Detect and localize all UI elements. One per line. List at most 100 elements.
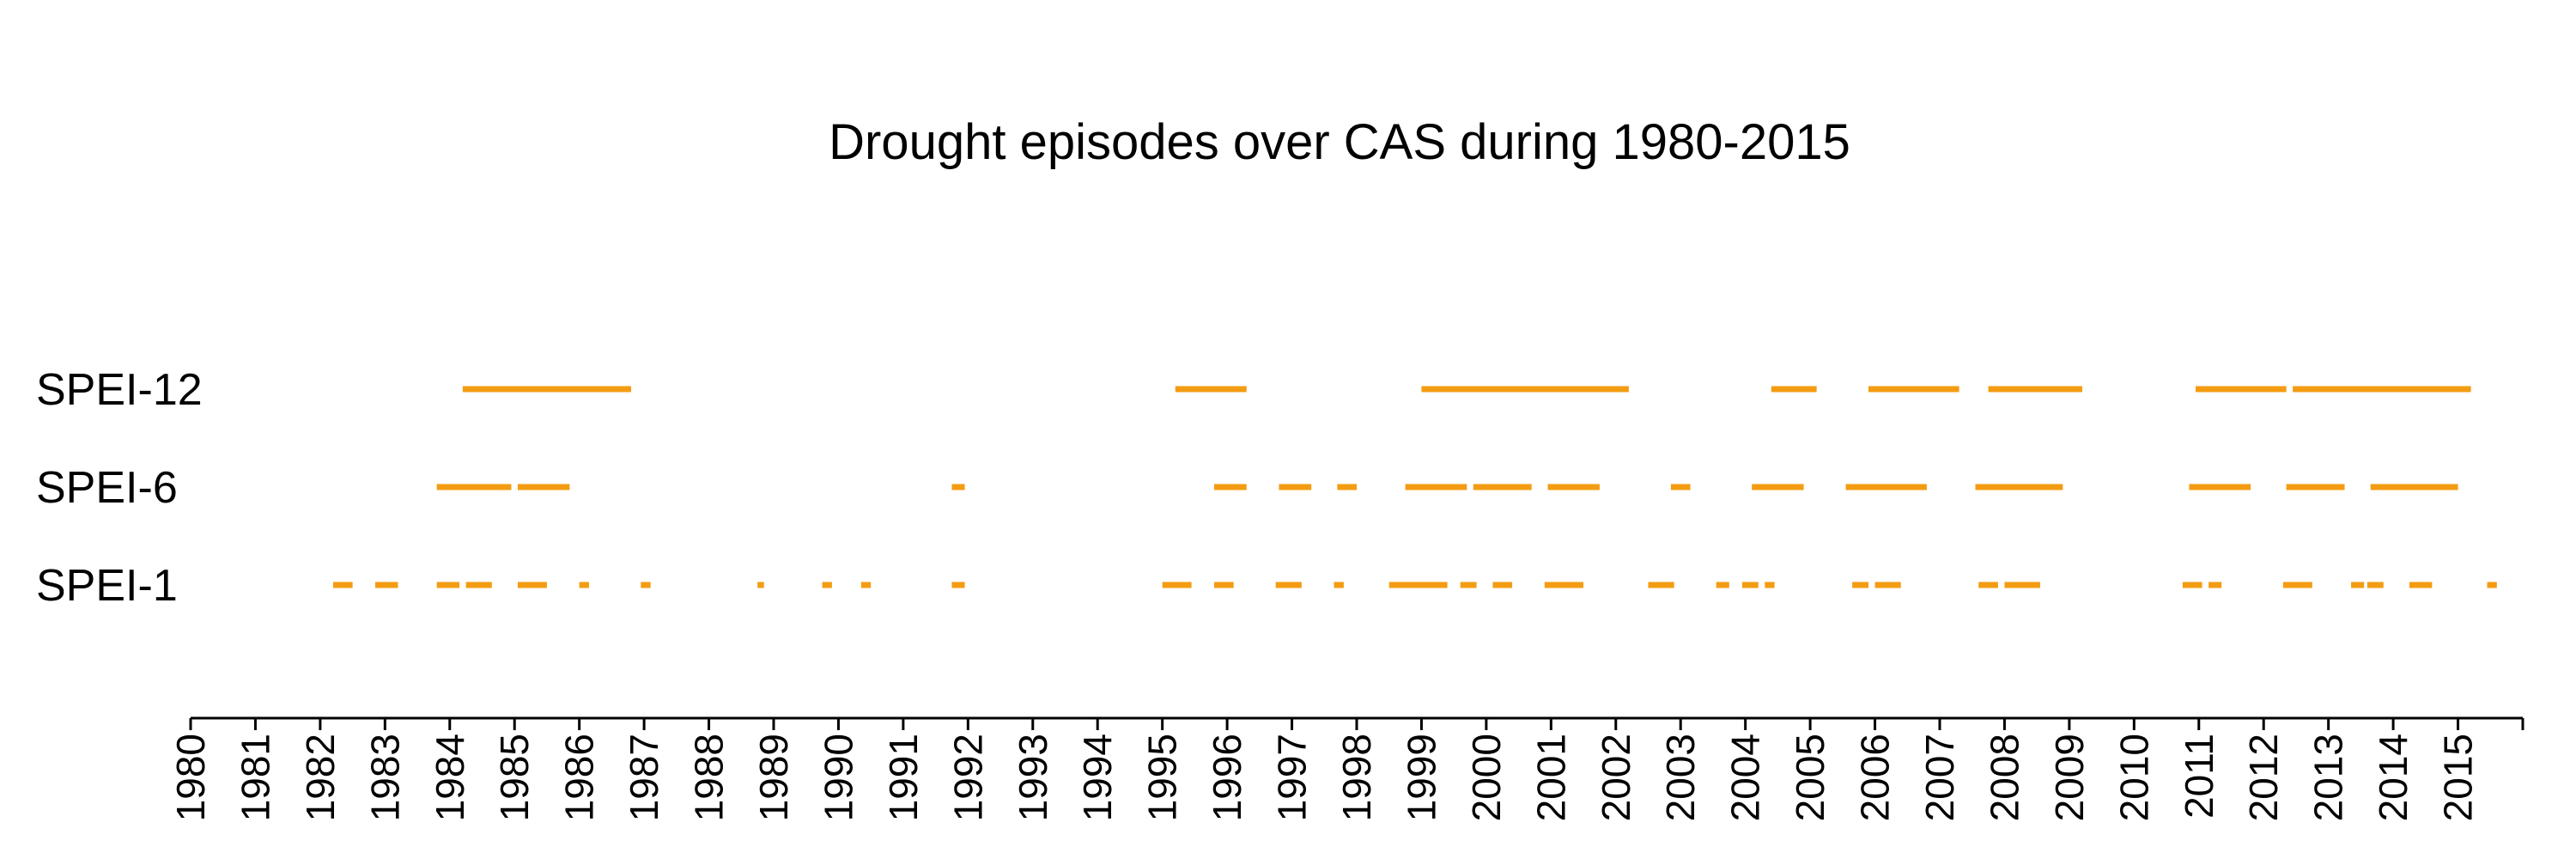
x-tick-label-1989: 1989 xyxy=(751,734,796,821)
episode-bar-spei-6-9 xyxy=(1670,484,1691,490)
episode-bar-spei-6-8 xyxy=(1547,484,1600,490)
episode-bar-spei-1-8 xyxy=(822,582,832,588)
episode-bar-spei-6-3 xyxy=(1214,484,1247,490)
episode-bar-spei-1-28 xyxy=(2208,582,2222,588)
episode-bar-spei-12-7 xyxy=(2293,386,2471,393)
episode-bar-spei-1-0 xyxy=(332,582,353,588)
episode-bar-spei-1-2 xyxy=(436,582,460,588)
episode-bar-spei-1-17 xyxy=(1492,582,1513,588)
x-tick-label-2014: 2014 xyxy=(2371,734,2415,821)
episode-bar-spei-1-18 xyxy=(1544,582,1584,588)
episode-bar-spei-1-29 xyxy=(2282,582,2312,588)
episode-bar-spei-6-13 xyxy=(2189,484,2251,490)
x-tick-label-1996: 1996 xyxy=(1205,734,1249,821)
x-tick-label-2003: 2003 xyxy=(1658,734,1703,821)
episode-bar-spei-6-7 xyxy=(1473,484,1532,490)
x-tick-label-1982: 1982 xyxy=(298,734,343,821)
episode-bar-spei-12-5 xyxy=(1988,386,2082,393)
x-tick-label-2013: 2013 xyxy=(2306,734,2351,821)
episode-bar-spei-1-13 xyxy=(1275,582,1302,588)
episode-bar-spei-1-20 xyxy=(1716,582,1729,588)
x-tick-label-1983: 1983 xyxy=(362,734,407,821)
x-tick-label-2010: 2010 xyxy=(2111,734,2156,821)
x-tick-label-2002: 2002 xyxy=(1594,734,1638,821)
episode-bar-spei-6-4 xyxy=(1279,484,1312,490)
episode-bar-spei-1-14 xyxy=(1334,582,1344,588)
episode-bar-spei-1-4 xyxy=(517,582,547,588)
x-tick-label-1980: 1980 xyxy=(168,734,213,821)
x-tick-label-1993: 1993 xyxy=(1011,734,1055,821)
episode-bar-spei-1-26 xyxy=(2004,582,2040,588)
episode-bar-spei-1-21 xyxy=(1741,582,1759,588)
x-tick-label-2004: 2004 xyxy=(1723,734,1768,821)
x-tick-label-1984: 1984 xyxy=(428,734,472,821)
episode-bar-spei-1-7 xyxy=(757,582,764,588)
episode-bar-spei-1-5 xyxy=(579,582,589,588)
x-tick-label-1986: 1986 xyxy=(557,734,602,821)
x-tick-label-1987: 1987 xyxy=(622,734,666,821)
x-tick-label-2000: 2000 xyxy=(1464,734,1509,821)
episode-bar-spei-12-6 xyxy=(2196,386,2287,393)
episode-bar-spei-1-32 xyxy=(2409,582,2433,588)
x-tick-label-1990: 1990 xyxy=(816,734,860,821)
x-tick-label-2007: 2007 xyxy=(1917,734,1962,821)
row-labels: SPEI-12 SPEI-6 SPEI-1 xyxy=(36,365,203,611)
episode-bar-spei-1-9 xyxy=(860,582,872,588)
episode-bar-spei-6-10 xyxy=(1752,484,1804,490)
x-tick-label-2005: 2005 xyxy=(1788,734,1832,821)
episode-bar-spei-1-24 xyxy=(1874,582,1901,588)
episode-bar-spei-6-15 xyxy=(2370,484,2458,490)
episode-bar-spei-1-6 xyxy=(641,582,651,588)
chart-title: Drought episodes over CAS during 1980-20… xyxy=(829,114,1850,170)
episode-bar-spei-1-10 xyxy=(951,582,965,588)
episode-bar-spei-6-0 xyxy=(436,484,512,490)
episode-bar-spei-12-4 xyxy=(1868,386,1959,393)
episode-bar-spei-6-11 xyxy=(1845,484,1927,490)
row-label-spei-6: SPEI-6 xyxy=(36,463,178,513)
x-tick-label-1988: 1988 xyxy=(687,734,732,821)
x-tick-label-1998: 1998 xyxy=(1334,734,1379,821)
x-tick-label-1991: 1991 xyxy=(881,734,926,821)
episode-bar-spei-6-14 xyxy=(2286,484,2345,490)
episode-bar-spei-1-3 xyxy=(465,582,492,588)
x-tick-label-1999: 1999 xyxy=(1399,734,1443,821)
x-tick-label-1995: 1995 xyxy=(1140,734,1185,821)
episode-bar-spei-1-23 xyxy=(1852,582,1869,588)
episode-bar-spei-1-25 xyxy=(1978,582,1998,588)
x-tick-label-2012: 2012 xyxy=(2241,734,2286,821)
episode-bar-spei-12-1 xyxy=(1175,386,1247,393)
x-tick-label-1985: 1985 xyxy=(492,734,537,821)
episode-bar-spei-12-3 xyxy=(1771,386,1817,393)
x-tick-label-2009: 2009 xyxy=(2047,734,2092,821)
row-label-spei-12: SPEI-12 xyxy=(36,365,203,415)
episode-bar-spei-1-16 xyxy=(1460,582,1477,588)
episode-bar-spei-1-22 xyxy=(1765,582,1775,588)
episode-bar-spei-12-2 xyxy=(1421,386,1629,393)
episode-bar-spei-6-12 xyxy=(1975,484,2063,490)
episode-bar-spei-1-27 xyxy=(2182,582,2202,588)
x-tick-label-1981: 1981 xyxy=(233,734,277,821)
x-tick-label-1992: 1992 xyxy=(945,734,990,821)
episode-bar-spei-6-1 xyxy=(517,484,570,490)
x-tick-label-2001: 2001 xyxy=(1528,734,1573,821)
x-tick-label-2008: 2008 xyxy=(1982,734,2026,821)
x-tick-label-2011: 2011 xyxy=(2177,734,2221,819)
episode-bar-spei-12-0 xyxy=(462,386,632,393)
episode-bar-spei-1-31 xyxy=(2366,582,2384,588)
x-tick-label-1997: 1997 xyxy=(1270,734,1315,821)
x-tick-label-2015: 2015 xyxy=(2436,734,2481,821)
x-axis-ticks: 1980 1981 1982 1983 1984 1985 1986 1987 1988 1989… xyxy=(168,718,2524,821)
episode-bar-spei-6-5 xyxy=(1337,484,1357,490)
episode-bar-spei-1-11 xyxy=(1162,582,1192,588)
x-tick-label-1994: 1994 xyxy=(1075,734,1120,821)
episode-bar-spei-1-12 xyxy=(1214,582,1234,588)
row-label-spei-1: SPEI-1 xyxy=(36,561,178,611)
episode-bars xyxy=(332,386,2497,588)
x-tick-label-2006: 2006 xyxy=(1853,734,1898,821)
episode-bar-spei-6-6 xyxy=(1405,484,1467,490)
episode-bar-spei-1-15 xyxy=(1388,582,1448,588)
episode-bar-spei-6-2 xyxy=(951,484,965,490)
episode-bar-spei-1-30 xyxy=(2351,582,2365,588)
episode-bar-spei-1-19 xyxy=(1648,582,1674,588)
episode-bar-spei-1-33 xyxy=(2487,582,2497,588)
